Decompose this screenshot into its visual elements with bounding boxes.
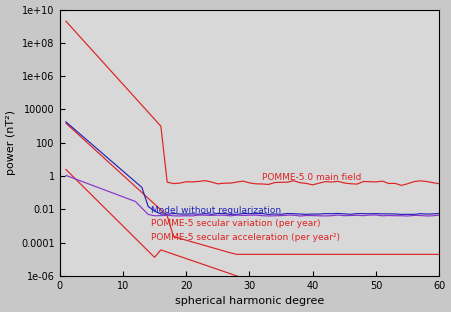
Text: POMME-5 secular acceleration (per year²): POMME-5 secular acceleration (per year²) [152, 233, 341, 242]
Y-axis label: power (nT²): power (nT²) [5, 110, 15, 175]
Text: POMME-5 secular variation (per year): POMME-5 secular variation (per year) [152, 219, 321, 228]
Text: Model without regularization: Model without regularization [152, 206, 281, 215]
X-axis label: spherical harmonic degree: spherical harmonic degree [175, 296, 324, 306]
Text: POMME-5.0 main field: POMME-5.0 main field [262, 173, 362, 183]
